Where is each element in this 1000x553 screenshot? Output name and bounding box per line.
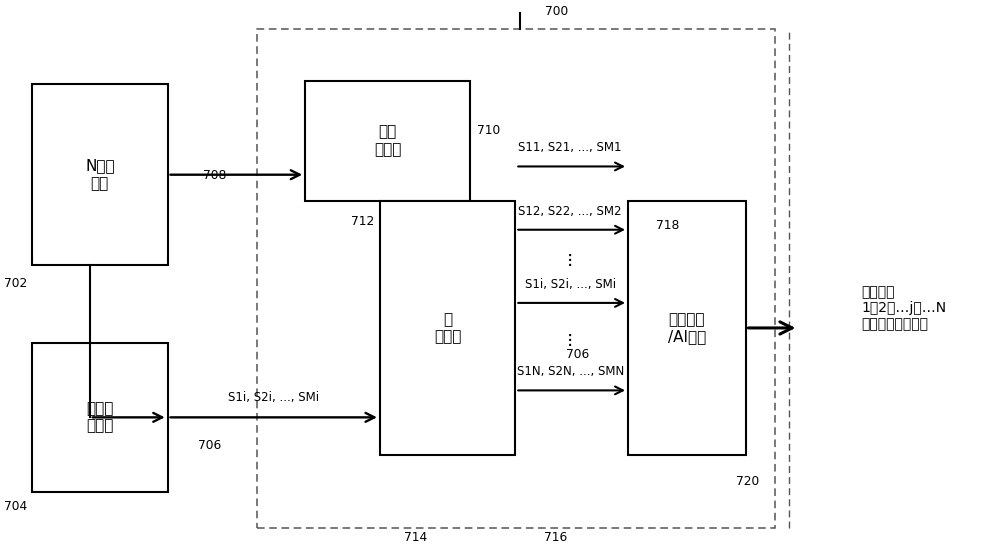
Text: S1i, S2i, ..., SMi: S1i, S2i, ..., SMi: [525, 278, 616, 291]
Bar: [257, 29, 775, 528]
Text: 720: 720: [736, 474, 759, 488]
Text: 704: 704: [4, 500, 28, 513]
Text: S11, S21, ..., SM1: S11, S21, ..., SM1: [518, 142, 622, 154]
Text: 700: 700: [545, 5, 568, 18]
Text: 特性
提取器: 特性 提取器: [374, 124, 401, 157]
Bar: [32, 84, 168, 265]
Text: 谱
转换器: 谱 转换器: [434, 312, 461, 344]
Bar: [380, 201, 515, 455]
Text: 706: 706: [198, 440, 221, 452]
Text: 机器学习
/AI引擎: 机器学习 /AI引擎: [668, 312, 706, 344]
Text: 用于设备
1、2、…j、…N
的化学计量学模型: 用于设备 1、2、…j、…N 的化学计量学模型: [861, 285, 946, 332]
Text: 716: 716: [544, 531, 567, 544]
Bar: [628, 201, 746, 455]
Text: 谱设备
的子集: 谱设备 的子集: [86, 401, 114, 434]
Text: S12, S22, ..., SM2: S12, S22, ..., SM2: [518, 205, 622, 218]
Text: 718: 718: [656, 219, 679, 232]
Text: S1N, S2N, ..., SMN: S1N, S2N, ..., SMN: [517, 366, 624, 378]
Text: 712: 712: [351, 215, 375, 228]
Text: ⁝: ⁝: [567, 252, 573, 271]
Text: 706: 706: [566, 348, 590, 361]
Bar: [305, 81, 470, 201]
Text: S1i, S2i, ..., SMi: S1i, S2i, ..., SMi: [228, 391, 319, 404]
Text: 708: 708: [203, 169, 226, 182]
Text: ⁝: ⁝: [567, 332, 573, 351]
Text: 710: 710: [477, 124, 500, 137]
Text: N个谱
设备: N个谱 设备: [85, 159, 115, 191]
Text: 714: 714: [404, 531, 427, 544]
Text: 702: 702: [4, 277, 28, 290]
Bar: [32, 342, 168, 492]
